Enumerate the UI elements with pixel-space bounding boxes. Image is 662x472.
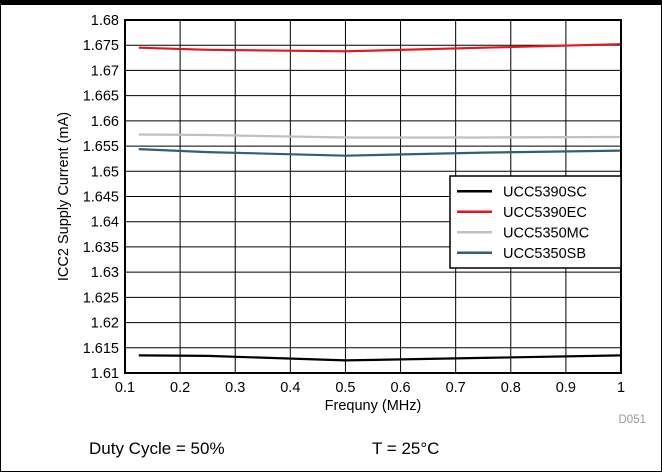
y-tick-label: 1.64 [91,215,119,231]
legend-label: UCC5350MC [503,225,589,241]
y-axis-title: ICC2 Supply Current (mA) [56,112,72,281]
figure-id-label: D051 [619,414,647,426]
x-tick-label: 0.6 [390,380,410,396]
x-axis-title: Frequny (MHz) [325,398,422,414]
x-tick-label: 0.9 [556,380,576,396]
y-tick-label: 1.625 [83,290,119,306]
x-tick-label: 0.3 [225,380,245,396]
series-line-ucc5390ec [138,43,622,53]
y-tick-label: 1.62 [91,316,119,332]
series-line-ucc5390sc [138,354,622,362]
y-tick-label: 1.635 [83,240,119,256]
x-tick-label: 0.8 [501,380,521,396]
x-tick-label: 0.5 [335,380,355,396]
y-tick-label: 1.63 [91,265,119,281]
legend-label: UCC5390SC [503,184,587,200]
y-tick-label: 1.67 [91,63,119,79]
x-tick-label: 0.4 [280,380,300,396]
y-tick-label: 1.61 [91,366,119,382]
legend-label: UCC5390EC [503,205,587,221]
duty-cycle-note: Duty Cycle = 50% [89,439,225,458]
x-tick-label: 1 [617,380,625,396]
y-tick-label: 1.645 [83,190,119,206]
y-tick-label: 1.665 [83,89,119,105]
y-tick-label: 1.615 [83,341,119,357]
x-tick-label: 0.2 [170,380,190,396]
tick-labels: 0.1 0.2 0.3 0.4 0.5 0.6 0.7 0.8 0.9 1 1.61 1.615 1.6… [83,13,625,396]
series-lines [138,43,622,362]
y-tick-label: 1.65 [91,164,119,180]
y-tick-label: 1.68 [91,13,119,29]
x-tick-label: 0.7 [446,380,466,396]
x-tick-label: 0.1 [115,380,135,396]
legend: UCC5390SC UCC5390EC UCC5350MC UCC5350SB [449,175,622,269]
y-tick-label: 1.655 [83,139,119,155]
legend-label: UCC5350SB [503,246,586,262]
y-tick-label: 1.66 [91,114,119,130]
series-line-ucc5350sb [138,148,622,157]
temperature-note: T = 25°C [372,439,440,458]
y-tick-label: 1.675 [83,38,119,54]
series-line-ucc5350mc [138,133,622,139]
frame-top-rule [0,0,662,5]
